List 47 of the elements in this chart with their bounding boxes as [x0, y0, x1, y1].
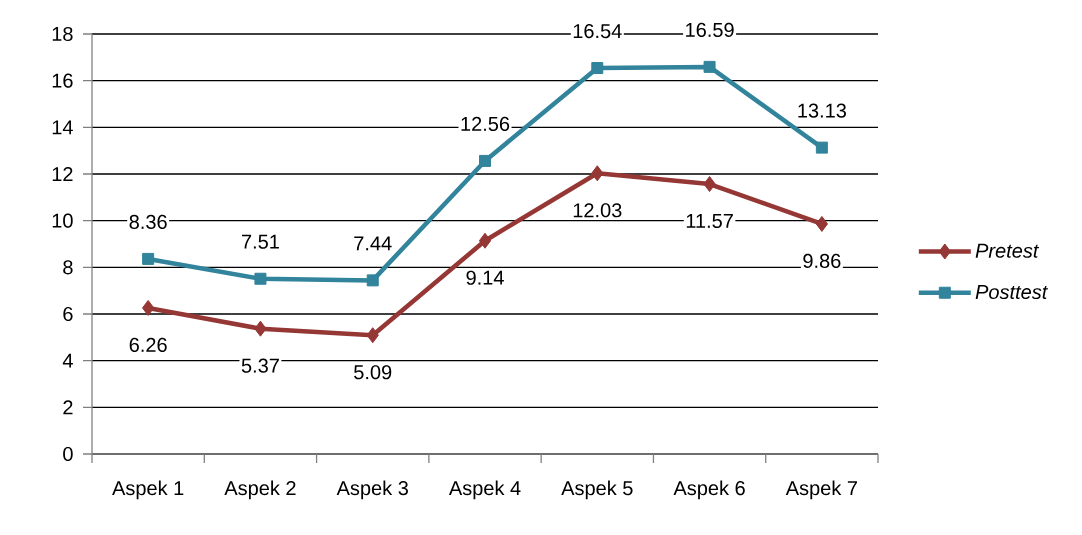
data-label: 8.36: [129, 214, 167, 230]
y-tick-label: 2: [63, 400, 73, 415]
data-label: 5.37: [241, 358, 279, 373]
point: [703, 60, 716, 73]
point: [703, 176, 716, 193]
data-label: 6.26: [129, 337, 167, 353]
y-tick-label: 6: [63, 306, 73, 322]
point: [142, 252, 155, 265]
data-label: 11.57: [686, 214, 733, 228]
data-label: 7.44: [354, 236, 392, 251]
x-tick-label: Aspek 7: [785, 480, 857, 500]
data-label: 16.54: [573, 23, 622, 39]
point: [815, 141, 828, 154]
x-tick-label: Aspek 6: [673, 480, 745, 500]
x-tick-label: Aspek 3: [336, 480, 408, 500]
point: [815, 215, 828, 232]
y-tick-label: 18: [52, 26, 73, 42]
point: [366, 327, 379, 344]
data-label: 13.13: [798, 103, 847, 118]
y-tick-label: 4: [62, 353, 73, 368]
point: [366, 274, 379, 287]
point: [254, 320, 267, 337]
point: [478, 232, 492, 249]
x-tick-label: Aspek 1: [112, 480, 184, 500]
point: [591, 165, 604, 182]
legend-label: Posttest: [975, 285, 1048, 300]
data-label: 5.09: [354, 365, 392, 380]
data-label: 12.56: [461, 116, 510, 132]
data-label: 12.03: [573, 203, 622, 218]
point: [142, 299, 155, 316]
data-label: 7.51: [242, 234, 279, 249]
point: [479, 154, 492, 167]
y-tick-label: 10: [52, 213, 73, 228]
x-tick-label: Aspek 5: [561, 480, 633, 500]
y-tick-label: 0: [63, 446, 73, 462]
legend-label: Pretest: [975, 243, 1040, 258]
data-label: 9.14: [466, 270, 504, 285]
x-tick-label: Aspek 4: [448, 480, 521, 500]
y-tick-label: 8: [63, 260, 73, 275]
y-tick-label: 12: [52, 167, 73, 181]
point: [591, 62, 604, 75]
x-tick-label: Aspek 2: [224, 480, 296, 500]
point: [254, 272, 267, 285]
y-tick-label: 16: [52, 73, 73, 88]
data-label: 9.86: [803, 253, 841, 269]
data-label: 16.59: [686, 22, 734, 37]
y-tick-label: 14: [52, 120, 73, 135]
